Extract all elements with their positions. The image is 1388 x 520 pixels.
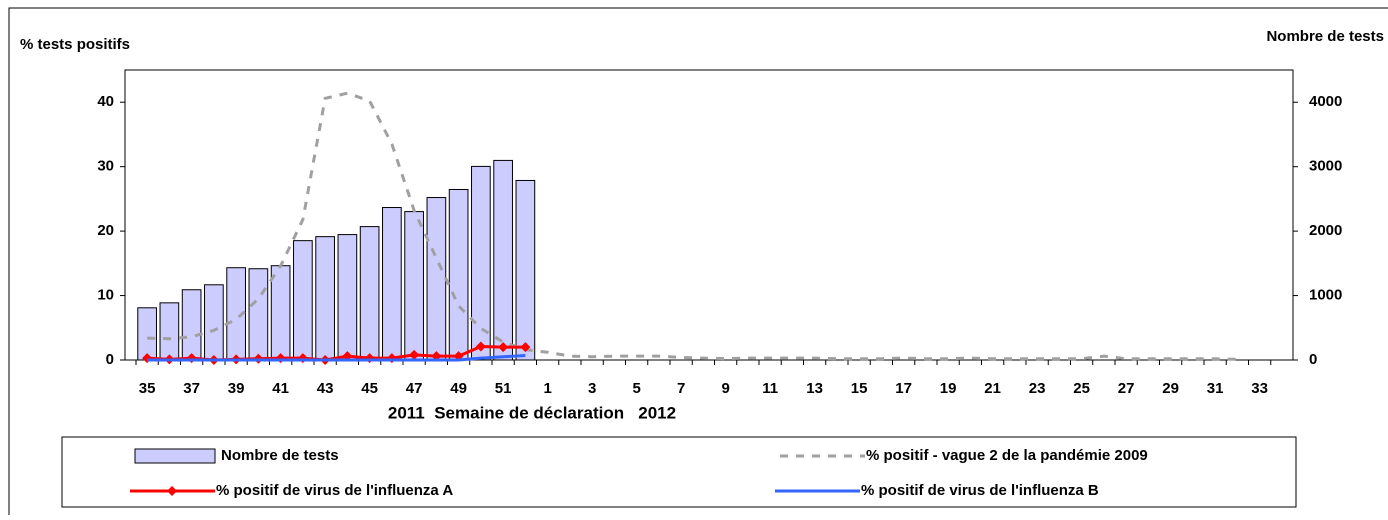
marker (520, 342, 531, 353)
bar (270, 265, 291, 361)
x-tick-label: 27 (1118, 380, 1135, 397)
y2-tick-label: 4000 (1309, 93, 1342, 110)
bar (248, 268, 269, 361)
bar (293, 240, 313, 361)
x-tick-label: 29 (1162, 380, 1179, 397)
x-tick-label: 39 (228, 380, 245, 397)
bar (448, 188, 469, 361)
bar (471, 165, 491, 361)
x-tick-label: 41 (272, 380, 289, 397)
line (147, 353, 526, 362)
bar (404, 211, 424, 361)
frame (8, 7, 1388, 515)
bar (137, 307, 157, 361)
y2-tick-label: 2000 (1309, 222, 1342, 239)
y2-tick-label: 3000 (1309, 158, 1342, 175)
bar (359, 226, 380, 361)
x-tick-label: 35 (139, 380, 156, 397)
x-tick-label: 49 (450, 380, 467, 397)
x-tick-label: 45 (361, 380, 378, 397)
x-tick-label: 43 (317, 380, 334, 397)
y2-tick-label: 0 (1309, 351, 1317, 368)
y-tick-label: 30 (97, 158, 114, 175)
x-tick-label: 5 (632, 380, 640, 397)
legend-label: % positif de virus de l'influenza A (216, 482, 453, 499)
marker (409, 349, 420, 360)
bar (159, 302, 180, 361)
marker (475, 341, 486, 352)
legend-swatch (134, 448, 216, 464)
x-tick-label: 17 (895, 380, 912, 397)
y-tick-label: 20 (97, 222, 114, 239)
bar (337, 234, 358, 361)
legend-label: Nombre de tests (221, 447, 339, 464)
bar (515, 179, 536, 361)
x-tick-label: 3 (588, 380, 596, 397)
x-tick-label: 7 (677, 380, 685, 397)
y-tick-label: 40 (97, 93, 114, 110)
bar (382, 207, 402, 361)
x-tick-label: 25 (1073, 380, 1090, 397)
bar (315, 236, 335, 361)
y2-axis-title: Nombre de tests (1266, 28, 1384, 45)
x-tick-label: 33 (1251, 380, 1268, 397)
x-tick-label: 9 (721, 380, 729, 397)
y-axis-title: % tests positifs (20, 36, 130, 53)
x-tick-label: 37 (183, 380, 200, 397)
x-tick-label: 19 (940, 380, 957, 397)
legend-label: % positif - vague 2 de la pandémie 2009 (866, 447, 1148, 464)
x-tick-label: 21 (984, 380, 1001, 397)
bar (426, 197, 447, 361)
x-axis-title: 2011 Semaine de déclaration 2012 (388, 403, 676, 422)
x-tick-label: 13 (806, 380, 823, 397)
x-tick-label: 31 (1207, 380, 1224, 397)
legend-box (61, 436, 1297, 508)
bar (181, 289, 202, 361)
legend-label: % positif de virus de l'influenza B (861, 482, 1099, 499)
line (147, 91, 1238, 361)
y-tick-label: 0 (106, 351, 114, 368)
marker (498, 342, 509, 353)
x-tick-label: 11 (762, 380, 778, 397)
bar (493, 159, 513, 361)
y-tick-label: 10 (97, 287, 114, 304)
x-tick-label: 51 (495, 380, 512, 397)
x-tick-label: 47 (406, 380, 423, 397)
y2-tick-label: 1000 (1309, 287, 1342, 304)
x-tick-label: 15 (851, 380, 868, 397)
bar (204, 284, 224, 361)
legend-marker (167, 486, 177, 496)
x-tick-label: 23 (1029, 380, 1046, 397)
x-tick-label: 1 (543, 380, 551, 397)
